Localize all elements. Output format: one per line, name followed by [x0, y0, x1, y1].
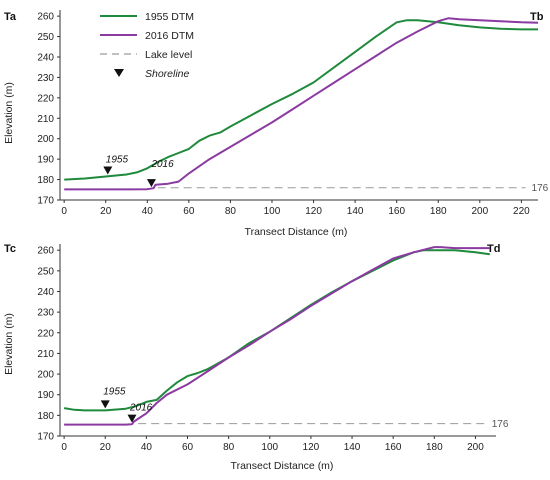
shoreline-marker-2016 — [146, 179, 156, 188]
chart-panel-top: Ta Tb Elevation (m) Transect Distance (m… — [3, 10, 549, 238]
x-tick-label: 0 — [61, 206, 67, 217]
series-line-1955-dtm — [64, 19, 538, 181]
y-tick-label: 220 — [37, 93, 54, 104]
x-tick-label: 60 — [182, 442, 194, 453]
shoreline-marker-2016 — [127, 414, 137, 423]
y-tick-label: 170 — [37, 432, 54, 443]
series-line-1955-dtm — [63, 249, 490, 412]
legend-label-1955: 1955 DTM — [145, 11, 194, 23]
y-axis-title: Elevation (m) — [3, 313, 15, 375]
legend: 1955 DTM 2016 DTM Lake level Shoreline — [100, 11, 194, 80]
shoreline-marker-1955 — [100, 400, 110, 409]
x-tick-label: 200 — [467, 442, 484, 453]
y-tick-label: 210 — [37, 114, 54, 125]
x-tick-label: 20 — [100, 206, 112, 217]
x-tick-label: 140 — [344, 442, 361, 453]
x-tick-label: 180 — [430, 206, 447, 217]
shoreline-marker-icon — [114, 69, 124, 77]
y-tick-label: 240 — [37, 52, 54, 63]
lake-level-line: 176 — [157, 183, 549, 194]
x-tick-label: 80 — [225, 206, 237, 217]
legend-item-lake-level: Lake level — [100, 49, 192, 61]
shoreline-label-2016: 2016 — [129, 403, 153, 414]
lake-level-value: 176 — [532, 183, 549, 194]
x-tick-label: 80 — [223, 442, 235, 453]
y-tick-label: 210 — [37, 349, 54, 360]
y-tick-label: 200 — [37, 134, 54, 145]
axes: 0 20 40 60 80 100 120 140 160 180 200 220 170 180 190 2… — [37, 10, 538, 217]
lake-level-value: 176 — [492, 419, 509, 430]
chart-panel-bottom: Tc Td Elevation (m) Transect Distance (m… — [3, 243, 509, 472]
y-tick-label: 190 — [37, 155, 54, 166]
shoreline-label-1955: 1955 — [103, 386, 126, 397]
x-tick-label: 160 — [388, 206, 405, 217]
x-tick-label: 140 — [347, 206, 364, 217]
x-tick-label: 20 — [100, 442, 112, 453]
y-tick-label: 190 — [37, 390, 54, 401]
series-lines — [64, 17, 539, 191]
y-tick-label: 230 — [37, 308, 54, 319]
shoreline-markers: 1955 2016 — [103, 155, 174, 188]
y-tick-label: 260 — [37, 246, 54, 257]
x-tick-label: 120 — [305, 206, 322, 217]
shoreline-label-2016: 2016 — [150, 159, 174, 170]
y-tick-label: 170 — [37, 196, 54, 207]
y-tick-label: 220 — [37, 328, 54, 339]
x-tick-label: 60 — [183, 206, 195, 217]
shoreline-marker-1955 — [103, 166, 113, 175]
series-line-2016-dtm — [64, 246, 490, 426]
x-tick-label: 40 — [141, 442, 153, 453]
x-tick-label: 200 — [471, 206, 488, 217]
y-tick-label: 200 — [37, 370, 54, 381]
y-tick-label: 260 — [37, 12, 54, 23]
corner-label-right: Td — [487, 243, 500, 255]
y-tick-label: 240 — [37, 287, 54, 298]
series-line-2016-dtm — [64, 17, 539, 191]
corner-label-left: Ta — [4, 11, 17, 23]
y-tick-label: 250 — [37, 32, 54, 43]
legend-label-lake-level: Lake level — [145, 49, 192, 61]
lake-level-line: 176 — [138, 419, 509, 430]
x-tick-label: 180 — [426, 442, 443, 453]
axes: 0 20 40 60 80 100 120 140 160 180 200 170 180 190 200 2… — [37, 244, 496, 453]
series-lines — [63, 246, 490, 426]
x-tick-label: 100 — [264, 206, 281, 217]
y-tick-label: 230 — [37, 73, 54, 84]
y-tick-label: 180 — [37, 411, 54, 422]
y-axis-title: Elevation (m) — [3, 82, 15, 144]
x-axis-title: Transect Distance (m) — [231, 460, 334, 472]
corner-label-right: Tb — [530, 11, 544, 23]
legend-item-1955: 1955 DTM — [100, 11, 194, 23]
y-tick-label: 180 — [37, 175, 54, 186]
x-tick-label: 120 — [303, 442, 320, 453]
y-tick-label: 250 — [37, 266, 54, 277]
x-tick-label: 40 — [142, 206, 154, 217]
legend-label-shoreline: Shoreline — [145, 68, 190, 80]
shoreline-label-1955: 1955 — [106, 155, 129, 166]
corner-label-left: Tc — [4, 243, 16, 255]
legend-item-2016: 2016 DTM — [100, 30, 194, 42]
x-tick-label: 100 — [261, 442, 278, 453]
legend-item-shoreline: Shoreline — [114, 68, 190, 80]
x-axis-title: Transect Distance (m) — [245, 226, 348, 238]
x-tick-label: 0 — [61, 442, 67, 453]
x-tick-label: 220 — [513, 206, 530, 217]
legend-label-2016: 2016 DTM — [145, 30, 194, 42]
x-tick-label: 160 — [385, 442, 402, 453]
